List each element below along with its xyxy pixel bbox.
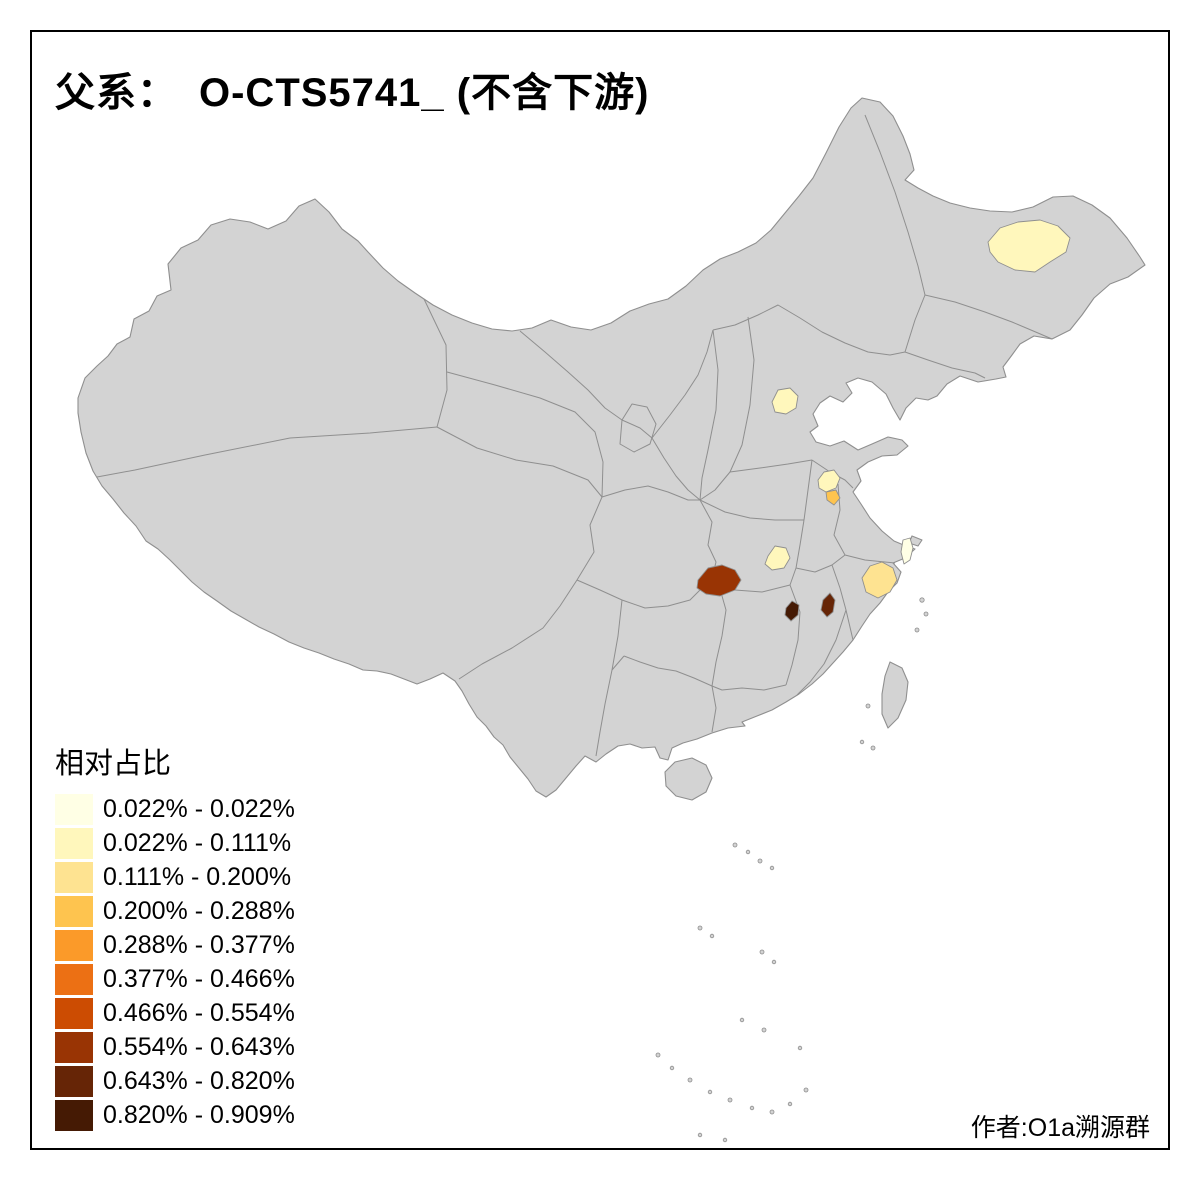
legend-row: 0.022% - 0.022% [55, 794, 295, 825]
region-patch-chongqing [696, 564, 742, 597]
highlighted-regions [696, 219, 1071, 622]
legend-row: 0.377% - 0.466% [55, 964, 295, 995]
legend-swatch [55, 964, 93, 995]
region-patch-northeast [987, 219, 1071, 273]
legend-label: 0.466% - 0.554% [103, 999, 295, 1027]
legend-row: 0.466% - 0.554% [55, 998, 295, 1029]
legend-row: 0.554% - 0.643% [55, 1032, 295, 1063]
legend-swatch [55, 896, 93, 927]
region-patch-jiangxi [820, 592, 836, 618]
legend-label: 0.111% - 0.200% [103, 863, 292, 891]
region-patch-beijing [771, 387, 799, 415]
legend-row: 0.022% - 0.111% [55, 828, 295, 859]
legend-label: 0.288% - 0.377% [103, 931, 295, 959]
page-title: 父系： O-CTS5741_ (不含下游) [55, 71, 650, 115]
legend: 相对占比 0.022% - 0.022% 0.022% - 0.111% 0.1… [55, 740, 295, 1134]
legend-row: 0.643% - 0.820% [55, 1066, 295, 1097]
legend-label: 0.643% - 0.820% [103, 1067, 295, 1095]
author-credit: 作者:O1a溯源群 [970, 1114, 1150, 1142]
mainland-china [77, 97, 1146, 798]
legend-label: 0.820% - 0.909% [103, 1101, 295, 1129]
region-patch-jiangsu-upper [817, 469, 841, 493]
legend-swatch [55, 1100, 93, 1131]
legend-swatch [55, 1066, 93, 1097]
legend-row: 0.288% - 0.377% [55, 930, 295, 961]
region-patch-shanghai [900, 537, 914, 565]
small-islands [655, 597, 929, 1143]
legend-swatch [55, 828, 93, 859]
province-borders [96, 114, 1053, 757]
legend-row: 0.820% - 0.909% [55, 1100, 295, 1131]
region-patch-jiangsu-lower [825, 489, 841, 506]
region-patch-hunan [784, 600, 800, 622]
legend-title: 相对占比 [55, 748, 172, 780]
legend-swatch [55, 998, 93, 1029]
legend-label: 0.200% - 0.288% [103, 897, 295, 925]
hainan-island [664, 757, 713, 801]
legend-label: 0.022% - 0.111% [103, 829, 292, 857]
taiwan-island [881, 661, 909, 729]
legend-label: 0.377% - 0.466% [103, 965, 295, 993]
legend-row: 0.111% - 0.200% [55, 862, 295, 893]
legend-label: 0.022% - 0.022% [103, 795, 295, 823]
legend-swatch [55, 1032, 93, 1063]
land-shapes [77, 97, 1146, 801]
legend-swatch [55, 930, 93, 961]
legend-label: 0.554% - 0.643% [103, 1033, 295, 1061]
legend-row: 0.200% - 0.288% [55, 896, 295, 927]
region-patch-zhejiang [861, 561, 898, 599]
legend-swatch [55, 862, 93, 893]
legend-swatch [55, 794, 93, 825]
region-patch-hubei [764, 545, 791, 571]
